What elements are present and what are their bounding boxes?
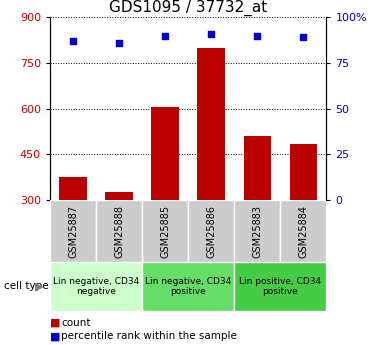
Point [301, 34, 306, 40]
Text: GSM25885: GSM25885 [160, 205, 170, 258]
Text: GSM25884: GSM25884 [298, 205, 308, 258]
Bar [50, 200, 96, 262]
Text: GSM25887: GSM25887 [68, 205, 78, 258]
Bar [244, 136, 271, 292]
Text: GSM25888: GSM25888 [114, 205, 124, 258]
Title: GDS1095 / 37732_at: GDS1095 / 37732_at [109, 0, 267, 16]
Point [70, 38, 76, 44]
Bar [105, 193, 133, 292]
Point [209, 31, 214, 37]
Bar [280, 200, 326, 262]
Bar [188, 200, 234, 262]
Text: percentile rank within the sample: percentile rank within the sample [61, 332, 237, 341]
Point [255, 33, 260, 38]
Bar [197, 48, 225, 292]
Text: ■: ■ [50, 332, 60, 341]
Text: GSM25883: GSM25883 [252, 205, 262, 258]
Bar [290, 144, 317, 292]
Bar [234, 262, 326, 310]
Bar [142, 200, 188, 262]
Bar [142, 262, 234, 310]
Bar [151, 107, 179, 292]
Bar [59, 177, 87, 292]
Text: GSM25886: GSM25886 [206, 205, 216, 258]
Bar [234, 200, 280, 262]
Text: Lin negative, CD34
negative: Lin negative, CD34 negative [53, 277, 139, 296]
Text: cell type: cell type [4, 282, 48, 291]
Point [116, 40, 122, 46]
Point [162, 33, 168, 38]
Text: Lin positive, CD34
positive: Lin positive, CD34 positive [239, 277, 322, 296]
Text: ■: ■ [50, 318, 60, 327]
Bar [96, 200, 142, 262]
Text: count: count [61, 318, 91, 327]
Text: Lin negative, CD34
positive: Lin negative, CD34 positive [145, 277, 232, 296]
Text: ▶: ▶ [35, 282, 44, 291]
Bar [50, 262, 142, 310]
